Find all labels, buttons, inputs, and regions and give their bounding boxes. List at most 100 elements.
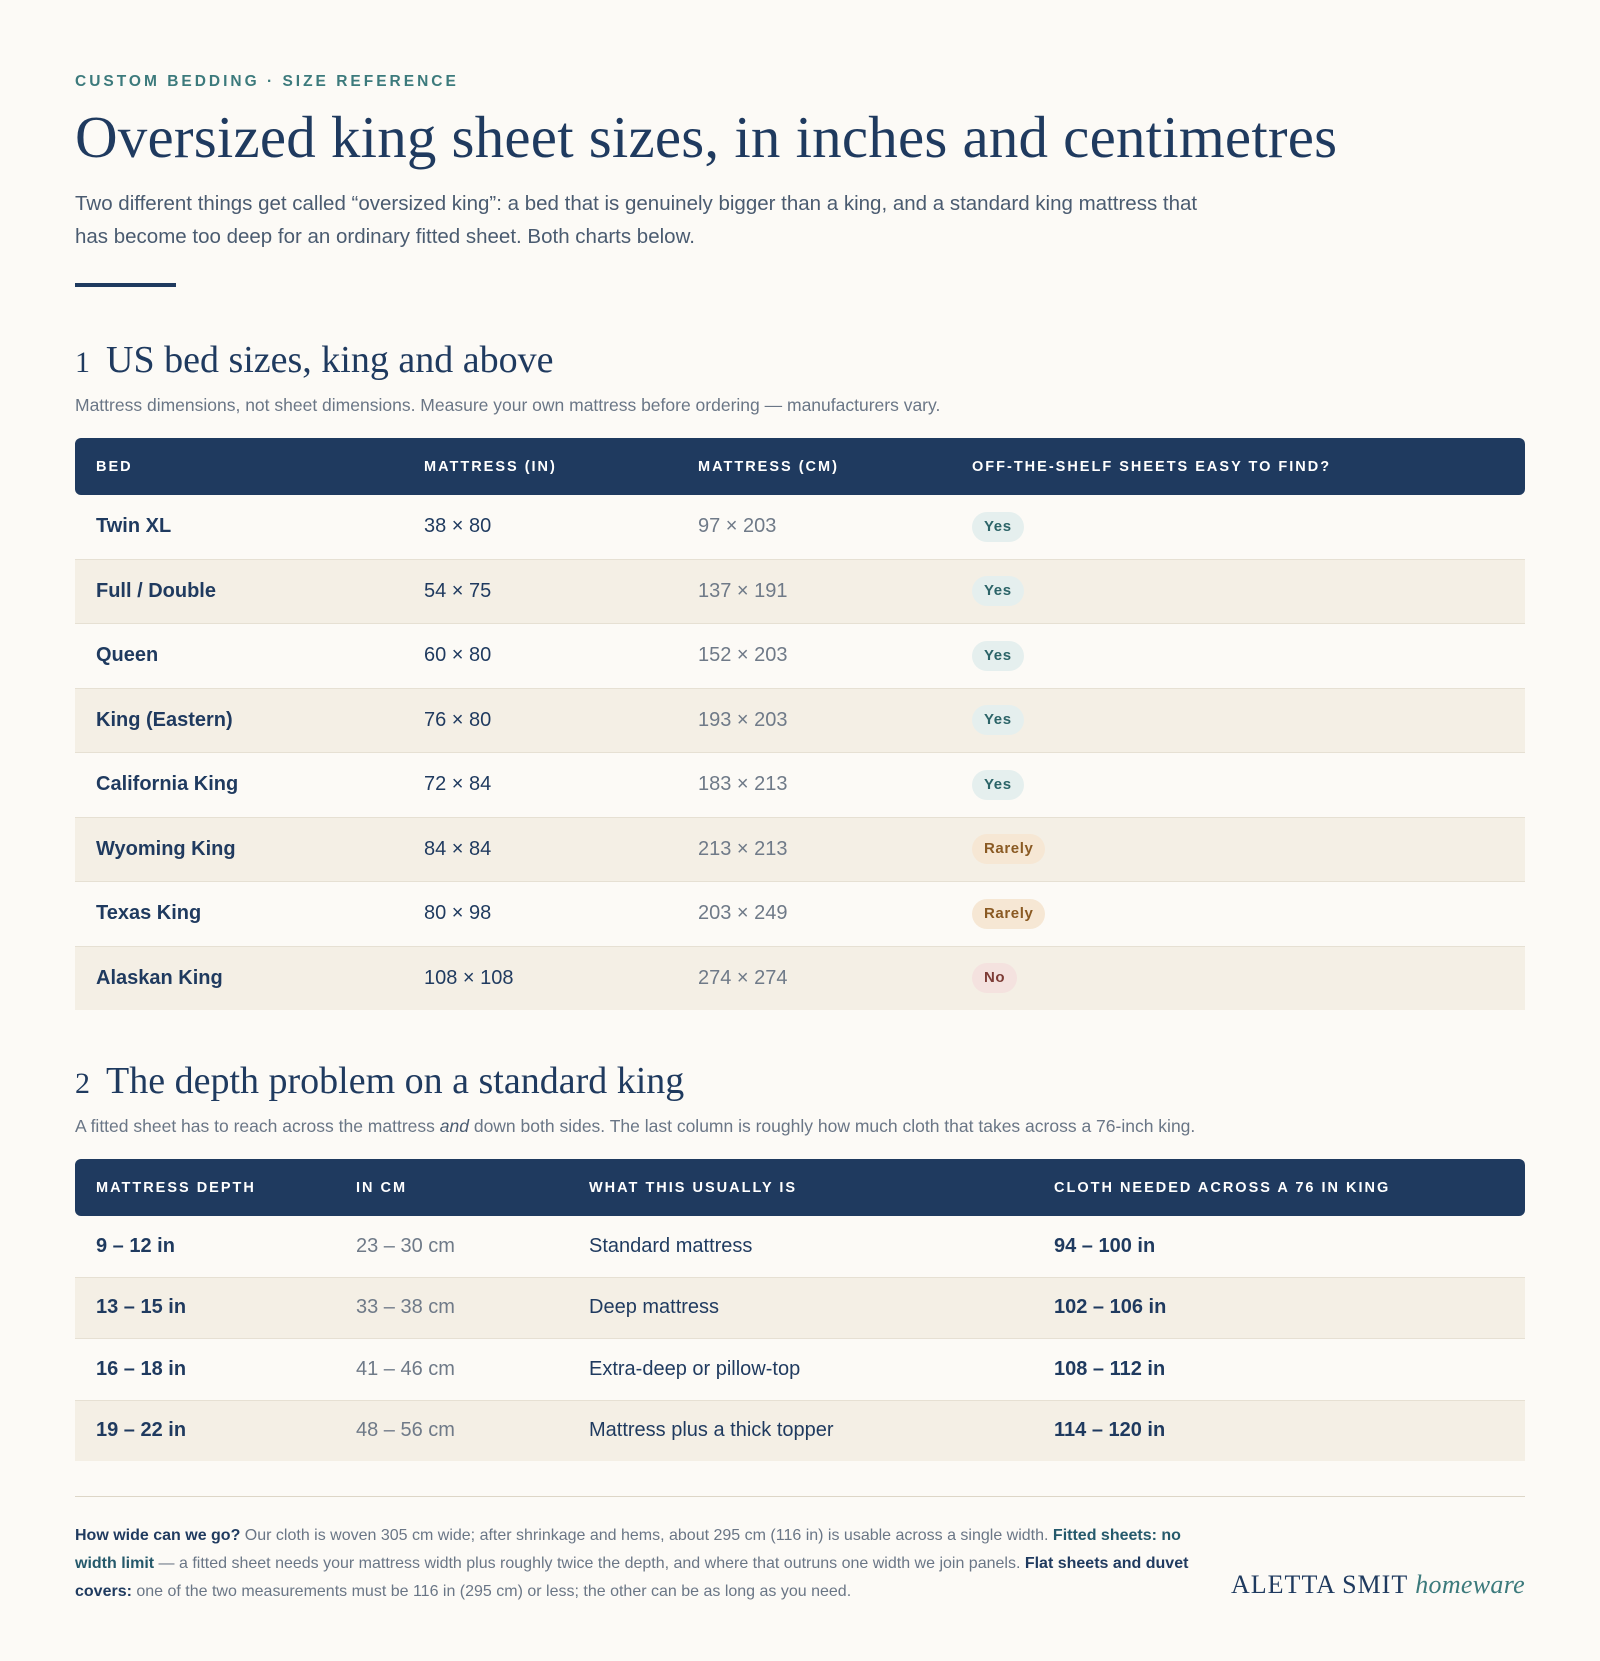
section-2-subtitle: A fitted sheet has to reach across the m… bbox=[75, 1113, 1525, 1139]
bed-sizes-table: BED MATTRESS (IN) MATTRESS (CM) OFF-THE-… bbox=[75, 438, 1525, 1010]
bed-name: Queen bbox=[75, 623, 403, 689]
depth-description: Mattress plus a thick topper bbox=[568, 1400, 1033, 1461]
availability-badge: Rarely bbox=[972, 834, 1046, 865]
intro-text: Two different things get called “oversiz… bbox=[75, 192, 1198, 248]
cloth-needed: 102 – 106 in bbox=[1033, 1277, 1525, 1339]
bed-name: Alaskan King bbox=[75, 946, 403, 1010]
depth-cm: 33 – 38 cm bbox=[335, 1277, 568, 1339]
mattress-depth: 16 – 18 in bbox=[75, 1338, 335, 1401]
mattress-depth: 9 – 12 in bbox=[75, 1216, 335, 1278]
mattress-inches: 60 × 80 bbox=[403, 623, 677, 689]
note-label: Fitted sheets: no width limit bbox=[75, 1527, 1181, 1572]
depth-description: Standard mattress bbox=[568, 1216, 1033, 1278]
mattress-inches: 38 × 80 bbox=[403, 495, 677, 560]
bed-name: Full / Double bbox=[75, 559, 403, 624]
mattress-inches: 80 × 98 bbox=[403, 881, 677, 947]
availability-cell: Yes bbox=[951, 623, 1525, 689]
section-2-number: 2 bbox=[75, 1067, 90, 1100]
page: CUSTOM BEDDING · SIZE REFERENCE Oversize… bbox=[75, 70, 1525, 1622]
mattress-inches: 72 × 84 bbox=[403, 752, 677, 818]
table-row: 19 – 22 in 48 – 56 cm Mattress plus a thic… bbox=[75, 1400, 1525, 1461]
brand-logo: ALETTA SMIT homeware bbox=[1231, 1570, 1525, 1600]
availability-badge: No bbox=[972, 963, 1018, 994]
availability-badge: Yes bbox=[972, 705, 1024, 736]
mattress-cm: 137 × 191 bbox=[677, 559, 951, 624]
bed-name: Wyoming King bbox=[75, 817, 403, 882]
table-row: 13 – 15 in 33 – 38 cm Deep mattress 102 – 1… bbox=[75, 1277, 1525, 1339]
availability-badge: Yes bbox=[972, 640, 1024, 671]
depth-cm: 41 – 46 cm bbox=[335, 1338, 568, 1401]
mattress-cm: 183 × 213 bbox=[677, 752, 951, 818]
note-text: Our cloth is woven 305 cm wide; after sh… bbox=[240, 1527, 1053, 1544]
cloth-needed: 94 – 100 in bbox=[1033, 1216, 1525, 1278]
table-row: Queen 60 × 80 152 × 203 Yes bbox=[75, 623, 1525, 689]
mattress-cm: 203 × 249 bbox=[677, 881, 951, 947]
table-row: 9 – 12 in 23 – 30 cm Standard mattress 94 –… bbox=[75, 1216, 1525, 1278]
availability-badge: Yes bbox=[972, 511, 1024, 542]
section-2-title: The depth problem on a standard king bbox=[106, 1060, 685, 1102]
title-rule bbox=[75, 283, 176, 287]
table-row: Wyoming King 84 × 84 213 × 213 Rarely bbox=[75, 817, 1525, 882]
note-text: — a fitted sheet needs your mattress wid… bbox=[154, 1555, 1025, 1572]
brand-script: homeware bbox=[1415, 1570, 1525, 1599]
section-1-heading: 1 US bed sizes, king and above bbox=[75, 337, 1525, 386]
mattress-cm: 274 × 274 bbox=[677, 946, 951, 1010]
column-header: MATTRESS (CM) bbox=[677, 438, 951, 495]
column-header: IN CM bbox=[335, 1159, 568, 1216]
table-header-row: BED MATTRESS (IN) MATTRESS (CM) OFF-THE-… bbox=[75, 438, 1525, 495]
column-header: OFF-THE-SHELF SHEETS EASY TO FIND? bbox=[951, 438, 1525, 495]
table-row: Full / Double 54 × 75 137 × 191 Yes bbox=[75, 559, 1525, 624]
column-header: MATTRESS (IN) bbox=[403, 438, 677, 495]
bed-name: Twin XL bbox=[75, 495, 403, 560]
eyebrow: CUSTOM BEDDING · SIZE REFERENCE bbox=[75, 73, 459, 90]
depth-cm: 23 – 30 cm bbox=[335, 1216, 568, 1278]
availability-badge: Yes bbox=[972, 576, 1024, 607]
bed-name: Texas King bbox=[75, 881, 403, 947]
section-1-subtitle: Mattress dimensions, not sheet dimension… bbox=[75, 395, 941, 415]
section-1-title: US bed sizes, king and above bbox=[106, 339, 554, 381]
table-row: Twin XL 38 × 80 97 × 203 Yes bbox=[75, 495, 1525, 560]
section-1-number: 1 bbox=[75, 346, 90, 379]
footer-divider bbox=[75, 1496, 1525, 1497]
mattress-inches: 76 × 80 bbox=[403, 688, 677, 753]
mattress-cm: 193 × 203 bbox=[677, 688, 951, 753]
column-header: MATTRESS DEPTH bbox=[75, 1159, 335, 1216]
section-2-heading: 2 The depth problem on a standard king bbox=[75, 1058, 1525, 1107]
note-label: Flat sheets and duvet covers: bbox=[75, 1555, 1189, 1600]
availability-cell: Yes bbox=[951, 752, 1525, 818]
mattress-depth: 19 – 22 in bbox=[75, 1400, 335, 1461]
table-row: Texas King 80 × 98 203 × 249 Rarely bbox=[75, 881, 1525, 947]
availability-cell: Yes bbox=[951, 495, 1525, 560]
subtitle-emphasis: and bbox=[439, 1116, 469, 1136]
table-row: Alaskan King 108 × 108 274 × 274 No bbox=[75, 946, 1525, 1010]
depth-cm: 48 – 56 cm bbox=[335, 1400, 568, 1461]
brand-name: ALETTA SMIT bbox=[1231, 1570, 1408, 1599]
mattress-cm: 97 × 203 bbox=[677, 495, 951, 560]
cloth-needed: 108 – 112 in bbox=[1033, 1338, 1525, 1401]
cloth-needed: 114 – 120 in bbox=[1033, 1400, 1525, 1461]
footer: How wide can we go? Our cloth is woven 3… bbox=[75, 1522, 1525, 1606]
subtitle-part: down both sides. The last column is roug… bbox=[468, 1116, 1196, 1136]
availability-badge: Rarely bbox=[972, 898, 1046, 929]
note-label: How wide can we go? bbox=[75, 1527, 241, 1544]
availability-cell: Yes bbox=[951, 688, 1525, 753]
availability-cell: Rarely bbox=[951, 881, 1525, 947]
mattress-inches: 108 × 108 bbox=[403, 946, 677, 1010]
note-text: one of the two measurements must be 116 … bbox=[131, 1583, 852, 1600]
mattress-cm: 213 × 213 bbox=[677, 817, 951, 882]
depth-description: Deep mattress bbox=[568, 1277, 1033, 1339]
table-row: California King 72 × 84 183 × 213 Yes bbox=[75, 752, 1525, 818]
availability-cell: Yes bbox=[951, 559, 1525, 624]
depth-table: MATTRESS DEPTH IN CM WHAT THIS USUALLY I… bbox=[75, 1159, 1525, 1461]
table-header-row: MATTRESS DEPTH IN CM WHAT THIS USUALLY I… bbox=[75, 1159, 1525, 1216]
availability-badge: Yes bbox=[972, 769, 1024, 800]
availability-cell: No bbox=[951, 946, 1525, 1010]
table-row: 16 – 18 in 41 – 46 cm Extra-deep or pillow… bbox=[75, 1338, 1525, 1401]
table-row: King (Eastern) 76 × 80 193 × 203 Yes bbox=[75, 688, 1525, 753]
column-header: CLOTH NEEDED ACROSS A 76 IN KING bbox=[1033, 1159, 1525, 1216]
column-header: WHAT THIS USUALLY IS bbox=[568, 1159, 1033, 1216]
subtitle-part: A fitted sheet has to reach across the m… bbox=[75, 1116, 440, 1136]
page-title: Oversized king sheet sizes, in inches an… bbox=[75, 104, 1338, 170]
depth-description: Extra-deep or pillow-top bbox=[568, 1338, 1033, 1401]
bed-name: California King bbox=[75, 752, 403, 818]
